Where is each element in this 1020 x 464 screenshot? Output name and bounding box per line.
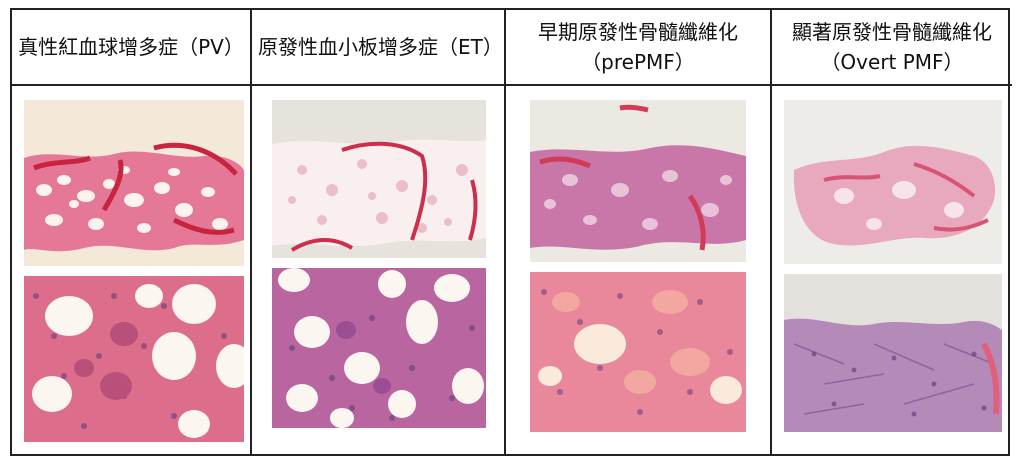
header-overt-pmf-title: 顯著原發性骨髓纖維化（Overt PMF） — [792, 20, 992, 74]
column-pv — [12, 86, 252, 454]
pv-low-magnification-image — [24, 100, 244, 266]
et-low-magnification-image — [272, 100, 486, 258]
prepmf-high-magnification-image — [530, 272, 746, 432]
header-pv: 真性紅血球增多症（PV） — [12, 10, 252, 86]
header-prepmf-title: 早期原發性骨髓纖維化（prePMF） — [538, 20, 738, 74]
header-et: 原發性血小板增多症（ET） — [252, 10, 506, 86]
overt-pmf-low-magnification-image — [784, 100, 1002, 264]
header-overt-pmf: 顯著原發性骨髓纖維化（Overt PMF） — [772, 10, 1012, 86]
prepmf-low-magnification-image — [530, 100, 746, 262]
overt-pmf-high-magnification-image — [784, 274, 1002, 432]
histology-comparison-table: 真性紅血球增多症（PV） 原發性血小板增多症（ET） 早期原發性骨髓纖維化（pr… — [10, 8, 1012, 456]
et-high-magnification-image — [272, 268, 486, 428]
header-et-title: 原發性血小板增多症（ET） — [258, 35, 503, 59]
header-prepmf: 早期原發性骨髓纖維化（prePMF） — [506, 10, 772, 86]
column-overt-pmf — [772, 86, 1012, 454]
column-et — [252, 86, 506, 454]
pv-high-magnification-image — [24, 276, 244, 442]
header-pv-title: 真性紅血球增多症（PV） — [18, 35, 244, 59]
column-prepmf — [506, 86, 772, 454]
